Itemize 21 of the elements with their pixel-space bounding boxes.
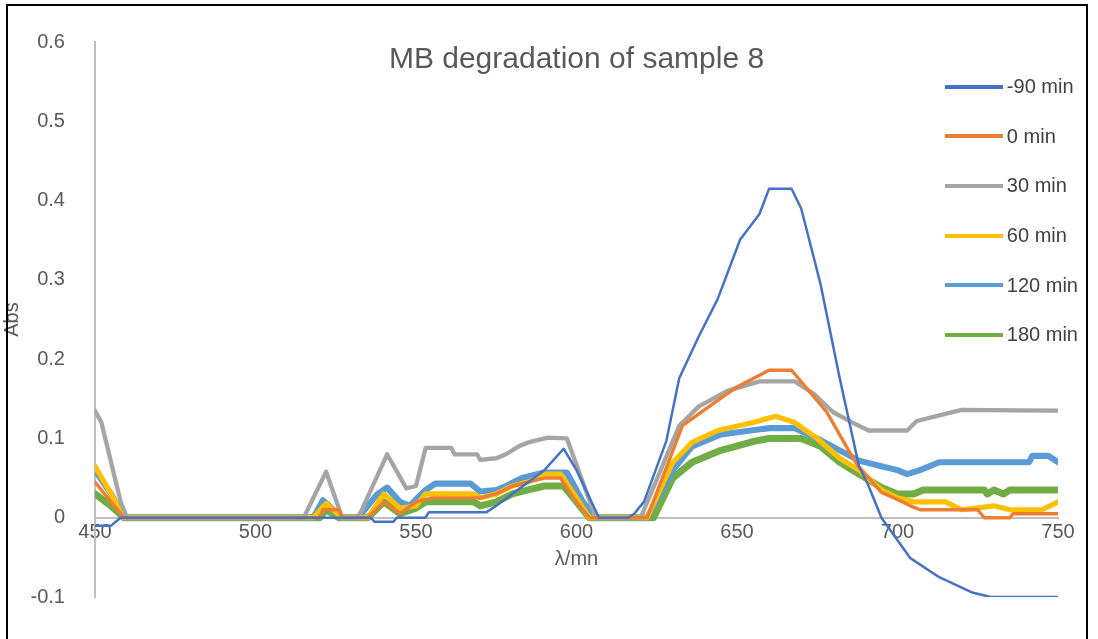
chart-title: MB degradation of sample 8 xyxy=(388,41,765,75)
x-tick-label: 650 xyxy=(720,520,754,543)
legend-label: 120 min xyxy=(1006,273,1078,297)
y-tick-label: -0.1 xyxy=(30,584,65,607)
legend-label: 30 min xyxy=(1006,174,1067,198)
y-tick-label: 0.2 xyxy=(37,346,65,369)
legend-label: 60 min xyxy=(1006,224,1067,248)
legend-label: 180 min xyxy=(1006,323,1078,347)
x-axis-title: λ/mn xyxy=(554,547,599,570)
x-tick-label: 750 xyxy=(1041,520,1075,543)
y-tick-label: 0.3 xyxy=(37,267,65,290)
y-tick-label: 0.4 xyxy=(37,188,65,211)
y-tick-label: 0.1 xyxy=(37,425,65,448)
x-tick-label: 500 xyxy=(238,520,273,543)
legend-label: -90 min xyxy=(1006,75,1074,99)
y-tick-label: 0.5 xyxy=(37,108,65,131)
y-tick-label: 0.6 xyxy=(37,29,65,52)
x-tick-label: 600 xyxy=(559,520,594,543)
y-tick-label: 0 xyxy=(53,505,65,528)
legend-label: 0 min xyxy=(1006,124,1056,148)
x-tick-label: 550 xyxy=(399,520,433,543)
